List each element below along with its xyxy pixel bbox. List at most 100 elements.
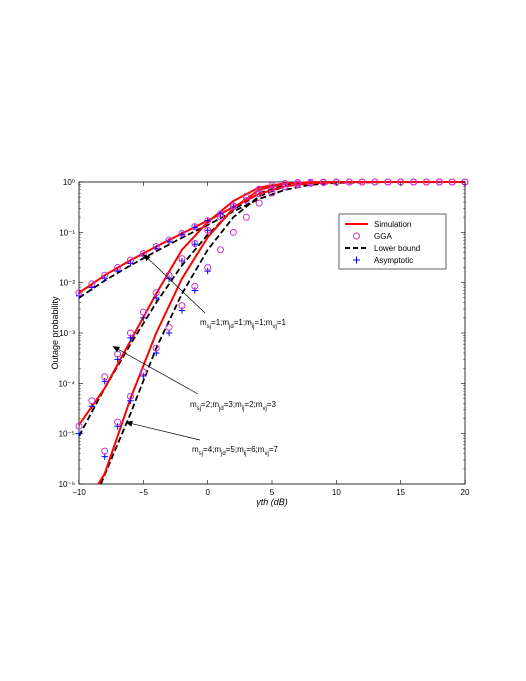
gga-point	[101, 373, 109, 381]
x-tick-label: 5	[270, 488, 275, 497]
asymptotic-point	[140, 314, 147, 322]
gga-point	[139, 249, 147, 257]
gga-point	[268, 185, 276, 193]
gga-point	[178, 255, 186, 263]
gga-point	[152, 289, 160, 297]
legend: Simulation GGA Lower bound Asymptotic	[338, 213, 447, 270]
asymptotic-point	[114, 423, 121, 430]
y-tick-label: 10⁻⁵	[59, 430, 75, 439]
x-tick-label: 15	[396, 488, 405, 497]
annotation-arrow-head	[125, 420, 133, 427]
y-axis-label: Outage probability	[50, 296, 60, 370]
gga-point	[217, 213, 225, 221]
legend-gga-marker	[353, 232, 360, 240]
legend-simulation-label: Simulation	[374, 220, 411, 229]
gga-point	[114, 264, 122, 272]
annotation-label: msj=1;mjd=1;mij=1;mvj=1	[200, 318, 286, 330]
y-tick-label: 10⁻²	[59, 279, 75, 288]
x-tick-label: 20	[461, 488, 470, 497]
gga-point	[75, 422, 83, 430]
gga-point	[448, 178, 456, 186]
x-axis-label: γth (dB)	[256, 497, 288, 507]
asymptotic-point	[191, 287, 198, 294]
gga-point	[294, 180, 302, 188]
gga-point	[152, 344, 160, 352]
gga-point	[319, 178, 327, 186]
gga-point	[139, 368, 147, 376]
gga-point	[255, 185, 263, 193]
gga-point	[345, 178, 353, 186]
gga-point	[88, 280, 96, 288]
annotation-arrow-head	[143, 254, 151, 262]
gga-point	[139, 308, 147, 316]
gga-point	[242, 192, 250, 200]
gga-point	[217, 246, 225, 254]
gga-point	[204, 264, 212, 272]
gga-point	[255, 199, 263, 207]
legend-lower-bound-label: Lower bound	[374, 244, 420, 253]
asymptotic-point	[165, 329, 173, 337]
gga-point	[126, 256, 134, 264]
x-tick-label: 10	[332, 488, 341, 497]
gga-point	[165, 236, 173, 244]
asymptotic-point	[88, 284, 96, 291]
annotation-arrow-line	[148, 258, 206, 314]
gga-point	[165, 323, 173, 331]
gga-point	[152, 243, 160, 251]
annotation-arrow-line	[132, 423, 201, 441]
asymptotic-point	[101, 378, 108, 385]
legend-asymptotic-marker	[353, 256, 360, 264]
gga-point	[242, 213, 250, 221]
gga-point	[88, 397, 96, 405]
asymptotic-point	[204, 227, 211, 234]
annotation-arrow-line	[118, 349, 199, 395]
y-tick-label: 10⁰	[63, 178, 75, 187]
annotation-arrow-head	[112, 346, 121, 353]
gga-point	[371, 178, 379, 186]
annotation-label: msj=2;mjd=3;mij=2;mvj=3	[190, 400, 276, 412]
y-tick-label: 10⁻⁶	[59, 480, 75, 489]
gga-point	[281, 179, 289, 187]
gga-point	[281, 183, 289, 191]
gga-point	[307, 179, 315, 187]
gga-point	[101, 447, 109, 455]
annotation-layer: msj=1;mjd=1;mij=1;mvj=1 msj=2;mjd=3;mij=2…	[112, 254, 286, 457]
gga-point	[191, 282, 199, 290]
y-tick-label: 10⁻³	[59, 329, 75, 338]
x-tick-label: 0	[205, 488, 210, 497]
gga-point	[435, 178, 443, 186]
x-tick-label: −10	[72, 488, 86, 497]
gga-point	[101, 271, 109, 279]
gga-point	[410, 178, 418, 186]
gga-point	[191, 239, 199, 247]
gga-point	[126, 329, 134, 337]
legend-asymptotic-label: Asymptotic	[374, 256, 413, 265]
asymptotic-point	[127, 397, 134, 404]
gga-point	[242, 196, 250, 204]
asymptotic-point	[114, 267, 121, 275]
gga-point	[217, 210, 225, 218]
y-tick-label: 10⁻⁴	[58, 379, 75, 388]
lower-bound-line-3	[100, 181, 465, 485]
asymptotic-point	[204, 267, 211, 275]
gga-point	[204, 217, 212, 225]
gga-point	[178, 302, 186, 310]
ticks-layer: −10 −5 0 5 10 15 20 10⁻⁶ 10⁻⁵ 10⁻⁴ 10⁻³ 10⁻² 10⁻¹ 10⁰	[58, 178, 470, 497]
gga-point	[114, 418, 122, 426]
gga-point	[358, 178, 366, 186]
gga-point	[255, 190, 263, 198]
y-tick-label: 10⁻¹	[59, 228, 75, 237]
asymptotic-point	[204, 217, 211, 224]
gga-point	[204, 226, 212, 234]
gga-point	[191, 223, 199, 231]
x-tick-label: −5	[139, 488, 149, 497]
gga-point	[75, 289, 83, 297]
gga-point	[229, 228, 237, 236]
gga-point	[268, 189, 276, 197]
gga-point	[384, 178, 392, 186]
asymptotic-point	[140, 372, 147, 380]
gga-point	[422, 178, 430, 186]
annotation-label: msj=4;mjd=5;mij=6;mvj=7	[192, 445, 278, 457]
legend-gga-label: GGA	[374, 232, 392, 241]
